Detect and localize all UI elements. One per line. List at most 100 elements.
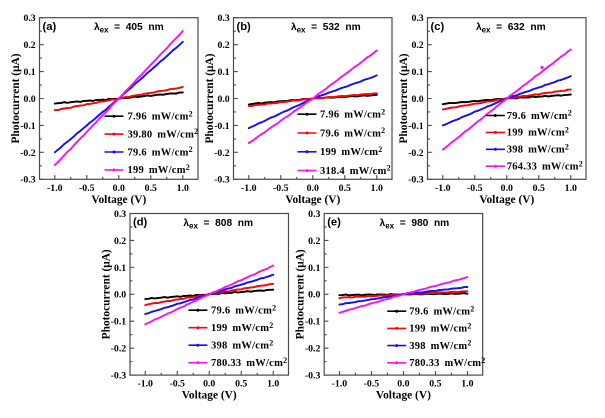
svg-text:-0.1: -0.1: [111, 317, 127, 328]
svg-text:1.0: 1.0: [565, 183, 577, 194]
svg-text:39.80 mW/cm2: 39.80 mW/cm2: [128, 127, 199, 140]
svg-text:-0.5: -0.5: [273, 183, 289, 194]
svg-text:Voltage (V): Voltage (V): [91, 194, 146, 206]
svg-text:0.2: 0.2: [411, 40, 423, 51]
svg-text:79.6 mW/cm2: 79.6 mW/cm2: [507, 109, 572, 122]
svg-text:-0.2: -0.2: [111, 344, 127, 355]
svg-text:λex = 405 nm: λex = 405 nm: [94, 22, 164, 35]
svg-text:199 mW/cm2: 199 mW/cm2: [128, 163, 190, 176]
svg-text:0.1: 0.1: [308, 263, 320, 274]
svg-text:0.0: 0.0: [113, 183, 125, 194]
svg-text:0.5: 0.5: [235, 379, 247, 390]
svg-text:0.0: 0.0: [501, 183, 513, 194]
svg-text:0.0: 0.0: [308, 290, 320, 301]
svg-text:0.3: 0.3: [114, 209, 126, 220]
svg-text:-0.3: -0.3: [111, 371, 127, 382]
svg-text:0.2: 0.2: [308, 236, 320, 247]
svg-text:0.0: 0.0: [397, 379, 409, 390]
svg-text:0.2: 0.2: [114, 236, 126, 247]
svg-text:Voltage (V): Voltage (V): [182, 390, 237, 402]
svg-text:-0.1: -0.1: [408, 121, 424, 132]
svg-text:0.1: 0.1: [411, 67, 423, 78]
svg-text:Photocurrent (μA): Photocurrent (μA): [398, 53, 410, 143]
svg-text:0.3: 0.3: [411, 13, 423, 24]
svg-text:(b): (b): [237, 21, 252, 33]
svg-text:0.5: 0.5: [429, 379, 441, 390]
svg-text:(d): (d): [133, 217, 148, 229]
svg-text:0.5: 0.5: [145, 183, 157, 194]
svg-text:398 mW/cm2: 398 mW/cm2: [409, 339, 471, 352]
svg-text:0.3: 0.3: [217, 13, 229, 24]
svg-text:-1.0: -1.0: [47, 183, 63, 194]
svg-text:Voltage (V): Voltage (V): [479, 194, 534, 206]
svg-text:-0.5: -0.5: [79, 183, 95, 194]
svg-text:-0.3: -0.3: [20, 175, 36, 186]
svg-text:-0.1: -0.1: [20, 121, 36, 132]
svg-text:764.33 mW/cm2: 764.33 mW/cm2: [507, 159, 583, 172]
svg-text:0.2: 0.2: [217, 40, 229, 51]
svg-text:7.96 mW/cm2: 7.96 mW/cm2: [128, 109, 193, 122]
svg-text:199 mW/cm2: 199 mW/cm2: [320, 145, 382, 158]
svg-text:199 mW/cm2: 199 mW/cm2: [211, 321, 273, 334]
svg-text:398 mW/cm2: 398 mW/cm2: [211, 338, 273, 351]
svg-text:0.5: 0.5: [339, 183, 351, 194]
svg-text:-0.2: -0.2: [408, 148, 424, 159]
svg-text:0.0: 0.0: [114, 290, 126, 301]
svg-text:0.1: 0.1: [23, 67, 35, 78]
svg-text:(e): (e): [327, 217, 341, 229]
svg-text:0.2: 0.2: [23, 40, 35, 51]
svg-text:λex = 808 nm: λex = 808 nm: [183, 218, 253, 231]
svg-text:(c): (c): [431, 21, 445, 33]
svg-text:0.0: 0.0: [307, 183, 319, 194]
svg-text:0.0: 0.0: [217, 94, 229, 105]
svg-text:1.0: 1.0: [177, 183, 189, 194]
svg-text:79.6 mW/cm2: 79.6 mW/cm2: [211, 303, 276, 316]
svg-text:λex = 632 nm: λex = 632 nm: [476, 22, 546, 35]
svg-text:-0.5: -0.5: [364, 379, 380, 390]
svg-text:-1.0: -1.0: [241, 183, 257, 194]
svg-text:-0.3: -0.3: [214, 175, 230, 186]
svg-text:0.5: 0.5: [533, 183, 545, 194]
svg-text:0.3: 0.3: [308, 209, 320, 220]
svg-text:780.33 mW/cm2: 780.33 mW/cm2: [211, 356, 287, 369]
svg-text:0.0: 0.0: [203, 379, 215, 390]
svg-text:79.6 mW/cm2: 79.6 mW/cm2: [409, 304, 474, 317]
svg-text:0.3: 0.3: [23, 13, 35, 24]
svg-text:79.6 mW/cm2: 79.6 mW/cm2: [128, 145, 193, 158]
svg-text:318.4 mW/cm2: 318.4 mW/cm2: [320, 164, 391, 177]
svg-text:199 mW/cm2: 199 mW/cm2: [409, 322, 471, 335]
svg-text:-0.5: -0.5: [169, 379, 185, 390]
svg-text:-1.0: -1.0: [137, 379, 153, 390]
svg-text:1.0: 1.0: [461, 379, 473, 390]
svg-text:Photocurrent (μA): Photocurrent (μA): [100, 249, 112, 339]
svg-text:79.6 mW/cm2: 79.6 mW/cm2: [320, 126, 385, 139]
svg-text:Photocurrent (μA): Photocurrent (μA): [295, 249, 307, 339]
svg-text:-0.1: -0.1: [305, 317, 321, 328]
svg-text:1.0: 1.0: [371, 183, 383, 194]
svg-text:-0.2: -0.2: [305, 344, 321, 355]
svg-text:-0.3: -0.3: [305, 371, 321, 382]
svg-text:0.0: 0.0: [411, 94, 423, 105]
svg-text:199 mW/cm2: 199 mW/cm2: [507, 126, 569, 139]
svg-text:1.0: 1.0: [267, 379, 279, 390]
svg-text:(a): (a): [43, 21, 57, 33]
svg-text:Voltage (V): Voltage (V): [285, 194, 340, 206]
svg-text:-1.0: -1.0: [332, 379, 348, 390]
svg-text:-0.2: -0.2: [20, 148, 36, 159]
svg-text:7.96 mW/cm2: 7.96 mW/cm2: [320, 107, 385, 120]
svg-text:398 mW/cm2: 398 mW/cm2: [507, 142, 569, 155]
svg-text:-1.0: -1.0: [435, 183, 451, 194]
svg-text:-0.5: -0.5: [467, 183, 483, 194]
svg-text:-0.3: -0.3: [408, 175, 424, 186]
svg-text:-0.2: -0.2: [214, 148, 230, 159]
svg-text:-0.1: -0.1: [214, 121, 230, 132]
svg-text:λex = 532 nm: λex = 532 nm: [291, 22, 361, 35]
svg-text:λex = 980 nm: λex = 980 nm: [380, 218, 450, 231]
svg-text:0.0: 0.0: [23, 94, 35, 105]
svg-text:0.1: 0.1: [114, 263, 126, 274]
svg-text:Voltage (V): Voltage (V): [376, 390, 431, 402]
svg-text:Photocurrent (μA): Photocurrent (μA): [204, 53, 216, 143]
svg-text:780.33 mW/cm2: 780.33 mW/cm2: [409, 356, 485, 369]
svg-text:0.1: 0.1: [217, 67, 229, 78]
svg-text:Photocurrent (μA): Photocurrent (μA): [10, 53, 22, 143]
